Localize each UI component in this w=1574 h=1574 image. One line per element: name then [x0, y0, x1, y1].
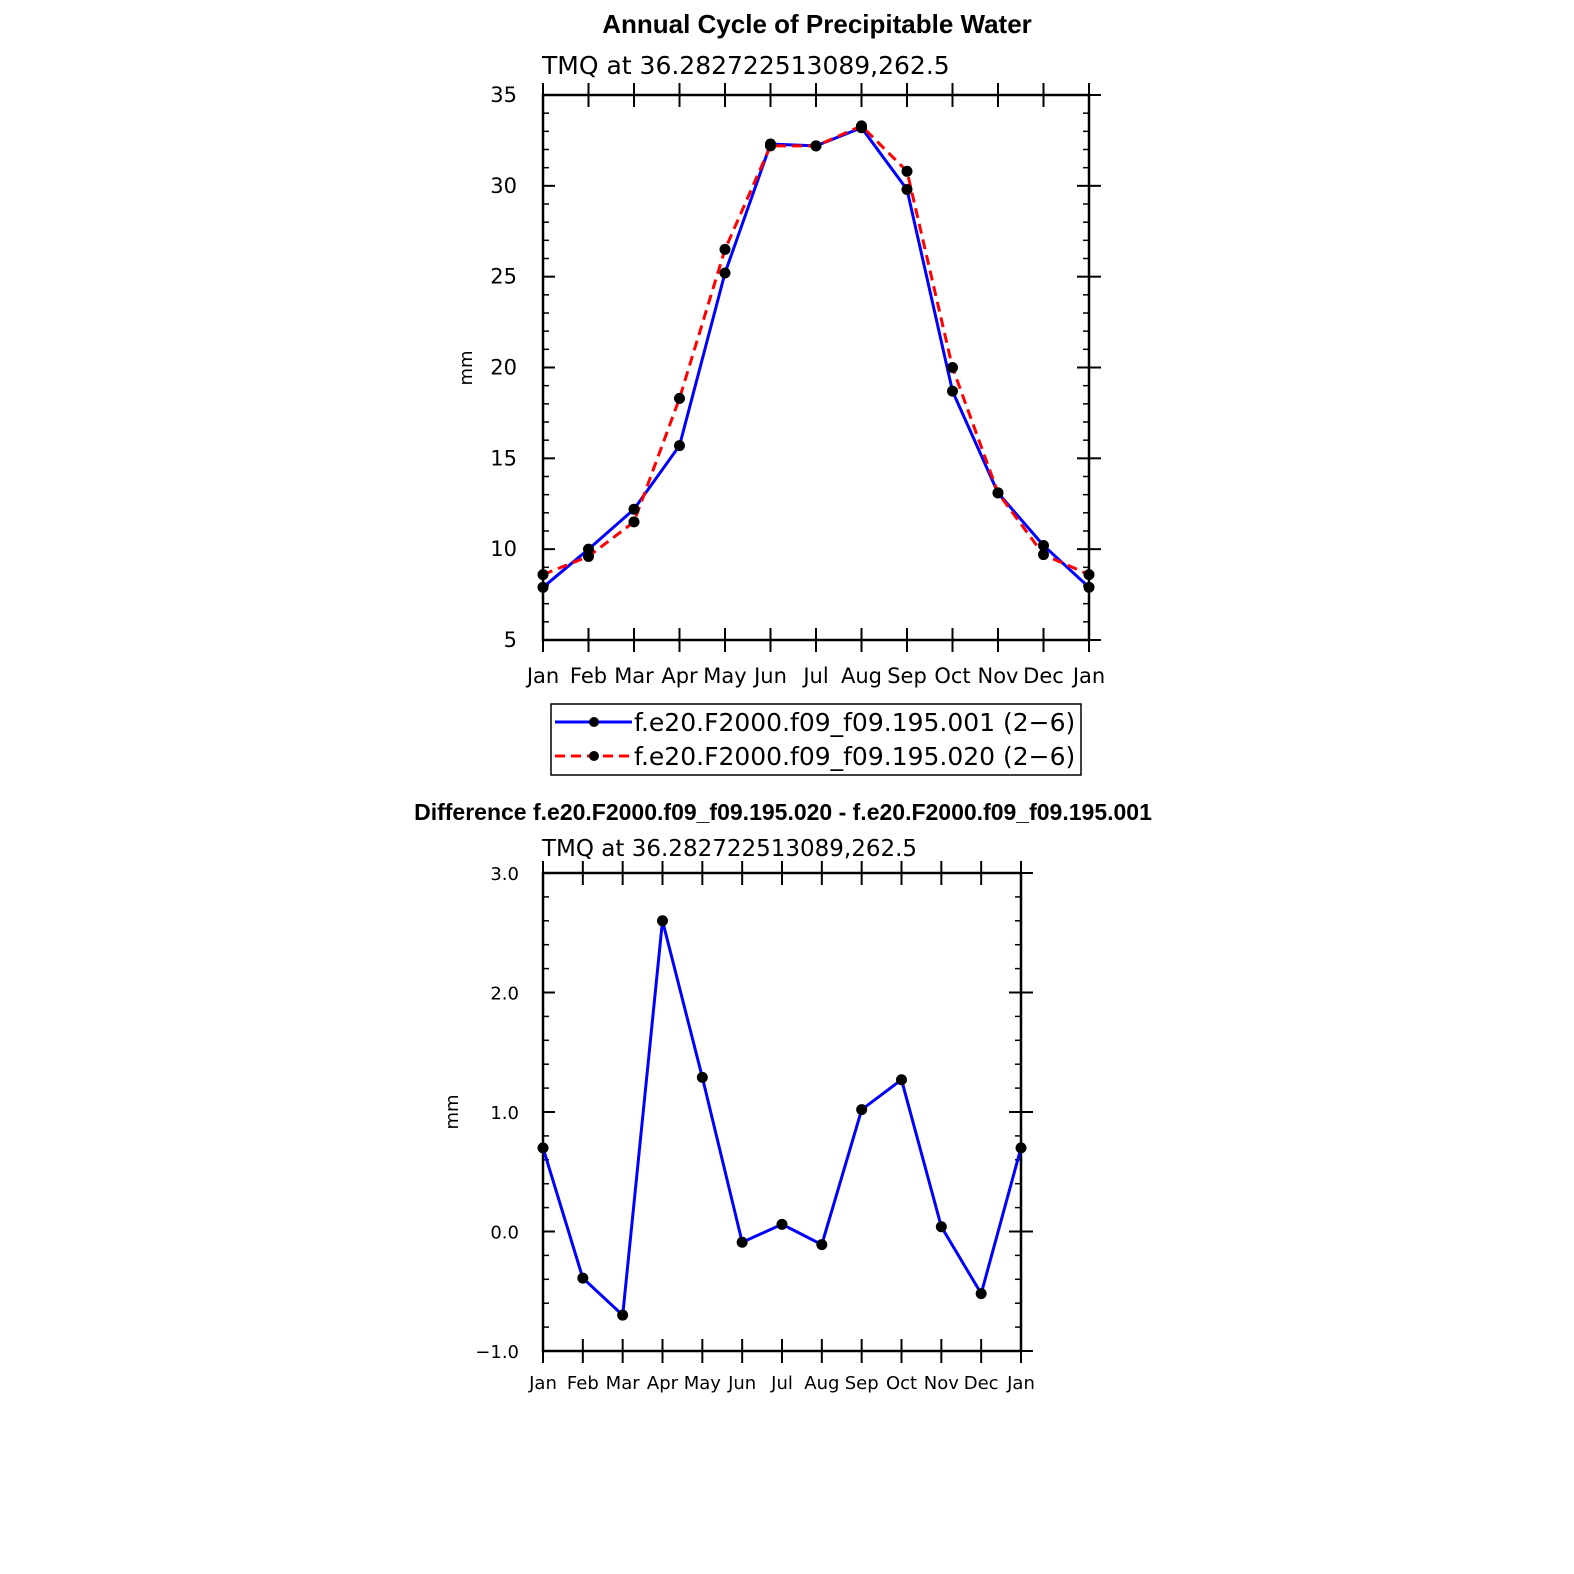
x-tick-label: Dec — [964, 1373, 999, 1394]
series-1-point — [537, 1142, 549, 1154]
y-tick-label: 30 — [490, 174, 517, 198]
chart1-frame — [541, 93, 1091, 642]
x-tick-label: Aug — [841, 664, 882, 688]
series-1-point — [628, 503, 640, 515]
legend-label-series-1: f.e20.F2000.f09_f09.195.001 (2−6) — [634, 708, 1075, 737]
x-tick-label: Jul — [770, 1373, 793, 1394]
series-1-point — [1038, 540, 1049, 552]
y-tick-label: 35 — [490, 83, 517, 107]
x-tick-label: Nov — [924, 1373, 959, 1394]
x-tick-label: Jan — [528, 1373, 557, 1394]
legend-marker-series-2 — [589, 751, 599, 761]
series-1-point — [617, 1309, 629, 1321]
series-1-point — [736, 1236, 748, 1248]
series-1-point — [1015, 1142, 1027, 1154]
series-2-point — [674, 392, 685, 404]
x-tick-label: May — [684, 1373, 722, 1394]
annual-cycle-chart: Annual Cycle of Precipitable Water TMQ a… — [456, 9, 1105, 776]
chart2-ylabel: mm — [442, 1094, 463, 1129]
series-1-point — [896, 1074, 907, 1086]
legend-marker-series-1 — [589, 717, 599, 727]
chart2-title: Difference f.e20.F2000.f09_f09.195.020 -… — [414, 799, 1152, 825]
x-tick-label: May — [703, 664, 746, 688]
x-tick-label: Jun — [727, 1373, 756, 1394]
chart2-ticks: −1.0 0.0 1.0 2.0 3.0 Jan Feb Mar Apr May Jun Jul Aug… — [475, 861, 1035, 1394]
series-2-point — [583, 550, 594, 562]
series-1-point — [935, 1221, 947, 1233]
y-tick-label: 1.0 — [490, 1103, 519, 1124]
x-tick-label: Sep — [887, 664, 927, 688]
chart1-series — [537, 120, 1095, 593]
series-2-point — [537, 569, 549, 581]
x-tick-label: Jan — [1006, 1373, 1035, 1394]
x-tick-label: Feb — [567, 1373, 599, 1394]
difference-chart: Difference f.e20.F2000.f09_f09.195.020 -… — [414, 799, 1152, 1394]
x-tick-label: Apr — [661, 664, 698, 688]
chart1-ticks: 5 10 15 20 25 30 35 Jan Feb Mar Apr May Jun Jul Aug Sep… — [490, 83, 1105, 688]
x-tick-label: Jan — [1071, 664, 1105, 688]
series-2-point — [765, 140, 776, 152]
series-1-point — [719, 267, 731, 279]
x-tick-label: Mar — [606, 1373, 641, 1394]
series-1-point — [816, 1239, 828, 1251]
legend-label-series-2: f.e20.F2000.f09_f09.195.020 (2−6) — [634, 742, 1075, 771]
x-tick-label: Dec — [1023, 664, 1064, 688]
series-line-1 — [541, 920, 1023, 1319]
chart1-ylabel: mm — [456, 350, 477, 385]
series-2-point — [856, 120, 867, 132]
chart2-frame — [541, 871, 1023, 1353]
series-1-point — [975, 1288, 987, 1300]
x-tick-label: Oct — [934, 664, 970, 688]
series-1-point — [537, 581, 549, 593]
y-tick-label: 10 — [490, 537, 517, 561]
chart1-legend: f.e20.F2000.f09_f09.195.001 (2−6) f.e20.… — [550, 703, 1082, 776]
x-tick-label: Jan — [525, 664, 559, 688]
series-2-point — [901, 165, 913, 177]
y-tick-label: 15 — [490, 446, 517, 470]
y-tick-label: 0.0 — [490, 1223, 519, 1244]
x-tick-label: Nov — [978, 664, 1019, 688]
series-2-point — [1038, 549, 1049, 561]
series-1-point — [901, 183, 913, 195]
series-2-point — [628, 516, 640, 528]
x-tick-label: Jun — [752, 664, 787, 688]
y-tick-label: 25 — [490, 265, 517, 289]
series-1-point — [577, 1272, 589, 1284]
y-tick-label: 3.0 — [490, 864, 519, 885]
plot-border — [541, 93, 1091, 642]
chart1-subtitle: TMQ at 36.282722513089,262.5 — [541, 51, 950, 80]
series-1-point — [856, 1104, 868, 1116]
x-tick-label: Jul — [801, 664, 828, 688]
x-tick-label: Sep — [845, 1373, 879, 1394]
x-tick-label: Feb — [570, 664, 607, 688]
x-tick-label: Oct — [886, 1373, 917, 1394]
chart2-subtitle: TMQ at 36.282722513089,262.5 — [541, 836, 917, 862]
series-line-2 — [542, 124, 1090, 576]
x-tick-label: Apr — [647, 1373, 679, 1394]
y-tick-label: −1.0 — [475, 1342, 519, 1363]
legend-box — [550, 703, 1082, 776]
series-1-point — [776, 1218, 788, 1230]
series-1-point — [947, 385, 958, 397]
series-1-point — [1083, 581, 1095, 593]
plot-border — [541, 871, 1023, 1353]
series-2-point — [810, 140, 822, 152]
series-2-point — [992, 487, 1004, 499]
y-tick-label: 5 — [504, 628, 517, 652]
x-tick-label: Mar — [614, 664, 654, 688]
y-tick-label: 20 — [490, 356, 517, 380]
series-1-point — [674, 440, 685, 452]
series-1-point — [696, 1071, 708, 1083]
series-line-1 — [542, 125, 1091, 589]
series-2-point — [947, 362, 958, 373]
series-2-point — [1083, 569, 1095, 581]
chart1-title: Annual Cycle of Precipitable Water — [602, 9, 1032, 39]
x-tick-label: Aug — [804, 1373, 839, 1394]
y-tick-label: 2.0 — [490, 984, 519, 1005]
chart2-series — [537, 915, 1027, 1321]
series-2-point — [719, 243, 731, 255]
series-1-point — [657, 915, 668, 927]
